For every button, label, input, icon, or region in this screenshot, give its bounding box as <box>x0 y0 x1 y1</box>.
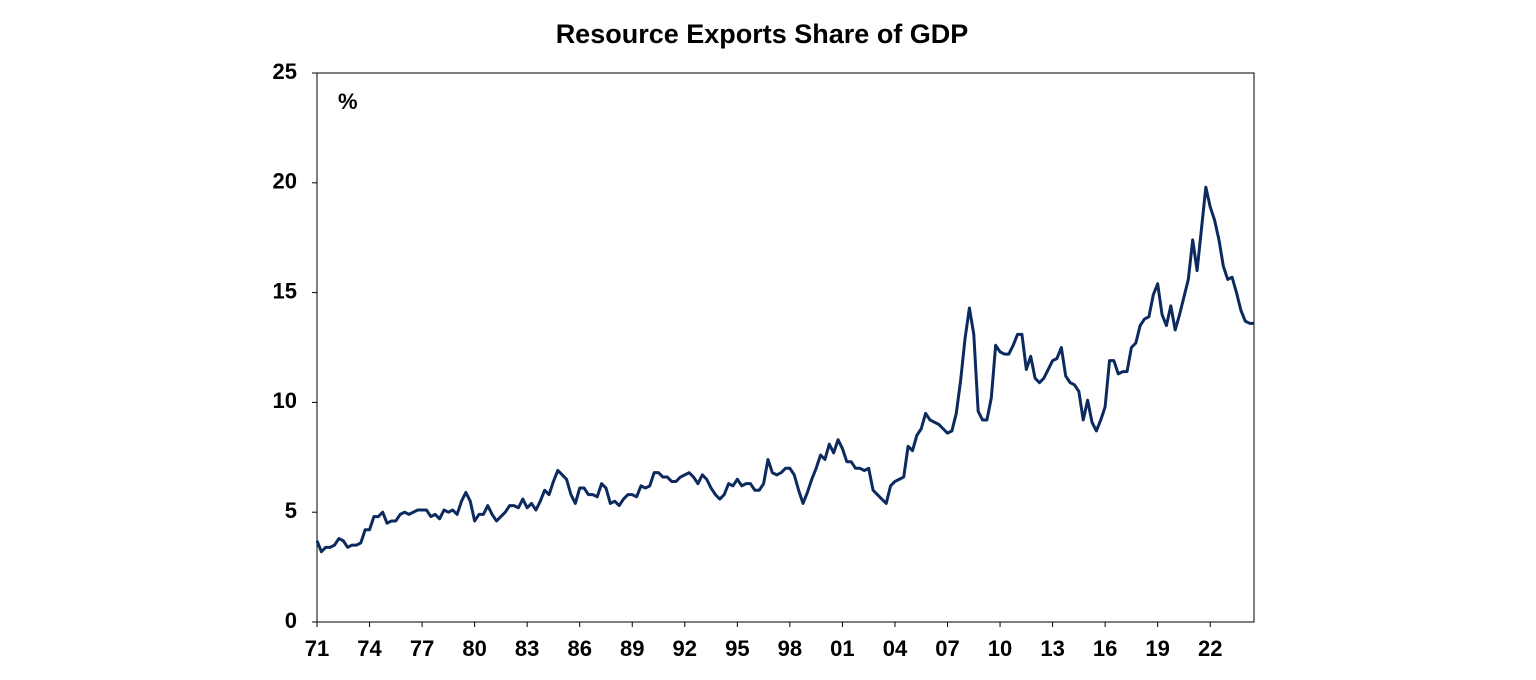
x-tick-label: 10 <box>988 636 1012 661</box>
x-tick-label: 83 <box>515 636 539 661</box>
y-tick-label: 15 <box>273 278 297 303</box>
x-tick-label: 95 <box>725 636 749 661</box>
x-tick-label: 13 <box>1040 636 1064 661</box>
x-tick-label: 16 <box>1093 636 1117 661</box>
x-tick-label: 04 <box>883 636 908 661</box>
y-tick-label: 25 <box>273 59 297 84</box>
x-tick-label: 98 <box>778 636 802 661</box>
y-tick-label: 20 <box>273 169 297 194</box>
plot-frame <box>316 72 1255 623</box>
x-tick-label: 22 <box>1198 636 1222 661</box>
data-line <box>315 185 1254 554</box>
x-tick-label: 89 <box>620 636 644 661</box>
y-tick-label: 10 <box>273 388 297 413</box>
x-tick-label: 07 <box>935 636 959 661</box>
x-tick-label: 19 <box>1145 636 1169 661</box>
x-tick-label: 80 <box>462 636 486 661</box>
unit-annotation: % <box>338 89 358 114</box>
x-tick-label: 71 <box>305 636 329 661</box>
x-tick-label: 74 <box>357 636 382 661</box>
x-tick-label: 77 <box>410 636 434 661</box>
y-tick-label: 5 <box>285 498 297 523</box>
x-tick-label: 01 <box>830 636 854 661</box>
x-tick-label: 86 <box>567 636 591 661</box>
chart-title: Resource Exports Share of GDP <box>556 19 969 49</box>
y-tick-label: 0 <box>285 608 297 633</box>
x-tick-label: 92 <box>673 636 697 661</box>
